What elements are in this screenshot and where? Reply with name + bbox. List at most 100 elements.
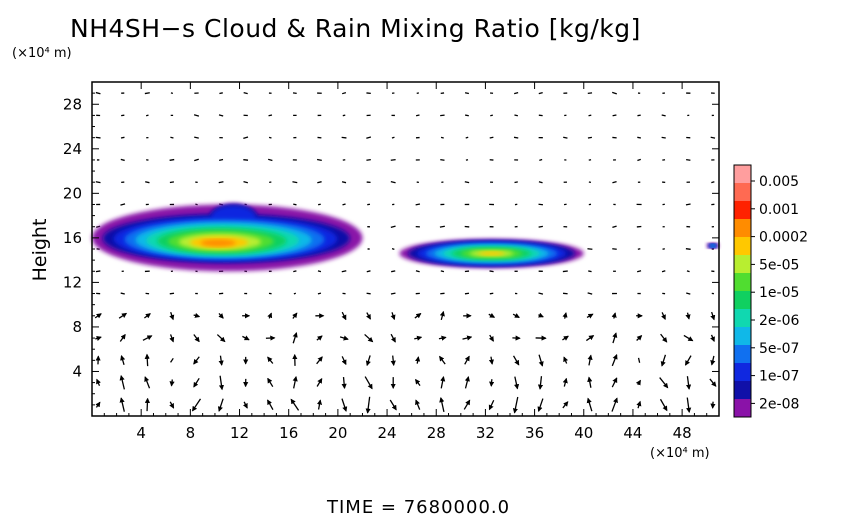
cloud-layer [200,239,236,247]
colorbar-segment [734,345,751,364]
wind-arrow [145,181,150,184]
wind-arrow [662,248,665,250]
wind-arrow [489,292,494,295]
wind-arrow [316,335,323,341]
wind-arrow [709,378,717,387]
x-tick-label: 48 [673,424,692,442]
wind-arrow [464,376,470,389]
y-tick-label: 24 [63,140,82,158]
wind-arrow [539,158,543,161]
wind-arrow [710,355,716,366]
wind-arrow [416,92,420,95]
wind-arrow [95,136,101,139]
wind-arrow [339,335,349,341]
wind-arrow [587,354,593,366]
wind-arrow [685,203,691,206]
wind-arrow [612,248,617,250]
wind-arrow [683,334,694,342]
wind-arrow [710,136,716,139]
wind-arrow [341,398,348,412]
wind-arrow [439,225,445,228]
wind-arrow [365,396,371,414]
wind-arrow [366,270,371,273]
wind-arrow [562,401,569,409]
wind-arrow [293,292,297,295]
wind-arrow [562,270,568,273]
wind-arrow [489,270,494,273]
wind-arrow [120,355,126,365]
wind-arrow [341,356,347,366]
wind-arrow [562,377,568,387]
wind-arrow [342,203,346,206]
wind-arrow [95,270,101,273]
wind-arrow [218,355,224,366]
wind-arrow [611,353,618,367]
wind-arrow [538,354,544,367]
wind-arrow [514,114,518,117]
wind-arrow [488,334,494,342]
wind-arrow [193,312,201,318]
colorbar-label: 0.001 [759,202,799,218]
wind-arrow [292,312,298,319]
wind-arrow [440,158,445,161]
colorbar-frame [733,164,752,418]
y-axis: 4 8 12 16 20 24 28 [63,92,719,406]
wind-arrow [267,356,274,364]
y-tick-label: 12 [63,273,82,291]
wind-arrow [218,313,224,319]
wind-arrow [169,311,175,321]
wind-arrow [537,398,544,412]
wind-arrow [489,136,494,139]
wind-arrow [513,136,519,139]
wind-arrow [710,334,715,343]
colorbar-segment [734,291,751,310]
time-label: TIME = 7680000.0 [327,497,511,518]
wind-arrow [686,270,690,273]
colorbar-segment [734,219,751,238]
wind-arrow [144,353,150,367]
wind-arrow [390,181,396,184]
wind-arrow [144,313,151,319]
wind-arrow [659,398,668,412]
wind-arrow [391,248,395,250]
wind-arrow [439,310,445,321]
wind-arrow [316,158,322,161]
wind-arrow [390,333,396,343]
wind-arrow [439,397,445,413]
x-tick-label: 44 [623,424,642,442]
wind-arrow [711,181,715,184]
colorbar-segment [734,237,751,256]
wind-arrow [95,336,102,341]
wind-arrow [316,399,323,410]
wind-arrow [366,312,371,320]
wind-arrow [538,181,543,184]
wind-arrow [389,399,397,411]
wind-arrow [341,311,347,321]
wind-arrow [415,378,421,387]
cloud-blob [710,244,715,248]
wind-arrow [488,399,495,411]
colorbar-segment [734,399,751,418]
wind-arrow [242,401,248,409]
cloud-field [92,203,720,272]
wind-arrow [686,158,691,161]
x-tick-label: 32 [476,424,495,442]
colorbar-segment [734,309,751,328]
wind-arrow [661,270,666,273]
wind-vector-field [94,91,717,414]
wind-arrow [438,335,447,341]
wind-arrow [219,158,224,161]
colorbar: 0.005 0.001 0.0002 5e-05 1e-05 2e-06 5e-07 1e-0… [733,164,808,418]
x-tick-label: 4 [136,424,146,442]
wind-arrow [538,91,543,95]
wind-arrow [341,376,347,390]
wind-arrow [513,376,520,390]
wind-arrow [267,312,273,319]
wind-arrow [685,248,691,250]
wind-arrow [661,114,666,117]
wind-arrow [464,292,470,295]
wind-arrow [119,333,126,342]
wind-arrow [415,399,421,410]
wind-arrow [364,333,374,343]
